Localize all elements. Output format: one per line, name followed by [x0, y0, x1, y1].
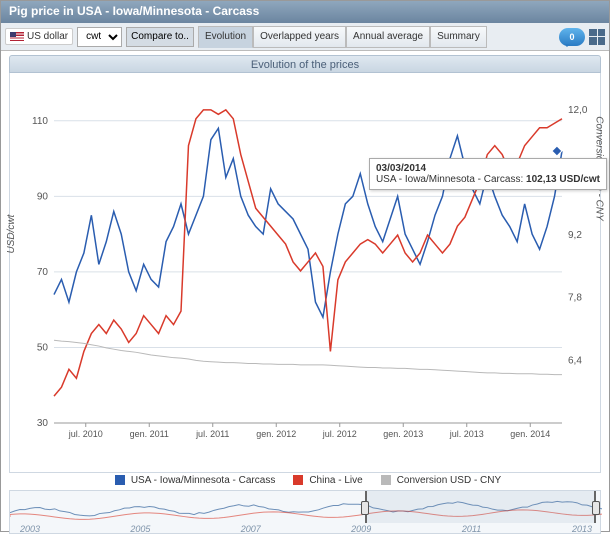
svg-text:9,2: 9,2 [568, 230, 582, 241]
unit-select[interactable]: cwtkg [77, 27, 122, 47]
chart-area[interactable]: USD/cwt Conversion USD - CNY 30507090110… [9, 73, 601, 473]
toolbar: US dollar cwtkg Compare to.. EvolutionOv… [1, 23, 609, 51]
svg-text:jul. 2012: jul. 2012 [322, 429, 357, 439]
svg-text:jul. 2011: jul. 2011 [195, 429, 229, 439]
page-title: Pig price in USA - Iowa/Minnesota - Carc… [9, 4, 259, 18]
svg-text:12,0: 12,0 [568, 105, 588, 116]
svg-text:jul. 2013: jul. 2013 [449, 429, 484, 439]
currency-label: US dollar [27, 31, 68, 42]
svg-text:gen. 2013: gen. 2013 [383, 429, 423, 439]
tab-overlapped-years[interactable]: Overlapped years [253, 26, 346, 48]
svg-text:2009: 2009 [350, 524, 371, 534]
navigator-handle-left[interactable] [361, 501, 369, 515]
svg-text:90: 90 [37, 191, 49, 202]
svg-text:50: 50 [37, 342, 49, 353]
tooltip-value: 102,13 USD/cwt [526, 174, 600, 185]
app-window: Pig price in USA - Iowa/Minnesota - Carc… [0, 0, 610, 532]
tab-evolution[interactable]: Evolution [198, 26, 253, 48]
svg-text:7,8: 7,8 [568, 293, 582, 304]
svg-text:2011: 2011 [461, 524, 481, 534]
us-flag-icon [10, 32, 24, 42]
svg-text:gen. 2012: gen. 2012 [256, 429, 296, 439]
svg-text:110: 110 [32, 116, 48, 127]
chart-tooltip: 03/03/2014 USA - Iowa/Minnesota - Carcas… [369, 158, 607, 190]
svg-text:gen. 2014: gen. 2014 [510, 429, 550, 439]
svg-text:30: 30 [37, 418, 49, 429]
legend-item[interactable]: China - Live [287, 475, 362, 486]
svg-text:70: 70 [37, 267, 49, 278]
navigator-handle-right[interactable] [592, 501, 600, 515]
navigator-window[interactable] [365, 491, 596, 523]
tab-annual-average[interactable]: Annual average [346, 26, 430, 48]
legend-item[interactable]: Conversion USD - CNY [375, 475, 501, 486]
chart-title: Evolution of the prices [9, 55, 601, 73]
compare-button[interactable]: Compare to.. [126, 27, 194, 47]
window-title-bar: Pig price in USA - Iowa/Minnesota - Carc… [1, 1, 609, 23]
bubble-count: 0 [569, 32, 574, 42]
svg-text:2005: 2005 [129, 524, 151, 534]
currency-selector[interactable]: US dollar [5, 28, 73, 45]
tooltip-date: 03/03/2014 [376, 163, 600, 174]
tab-summary[interactable]: Summary [430, 26, 487, 48]
chart-legend: USA - Iowa/Minnesota - Carcass China - Li… [1, 473, 609, 488]
legend-item[interactable]: USA - Iowa/Minnesota - Carcass [109, 475, 276, 486]
fullscreen-icon[interactable] [589, 29, 605, 45]
range-navigator[interactable]: 2003 2005 2007 2009 2011 2013 [9, 490, 601, 534]
svg-text:2007: 2007 [240, 524, 262, 534]
svg-text:6,4: 6,4 [568, 355, 582, 366]
svg-text:gen. 2011: gen. 2011 [130, 429, 169, 439]
svg-text:2003: 2003 [19, 524, 40, 534]
tooltip-series: USA - Iowa/Minnesota - Carcass [376, 174, 521, 185]
svg-text:2013: 2013 [571, 524, 592, 534]
comments-bubble[interactable]: 0 [559, 28, 585, 46]
svg-text:jul. 2010: jul. 2010 [68, 429, 103, 439]
chart-svg: 305070901106,47,89,210,612,0jul. 2010gen… [10, 73, 602, 473]
